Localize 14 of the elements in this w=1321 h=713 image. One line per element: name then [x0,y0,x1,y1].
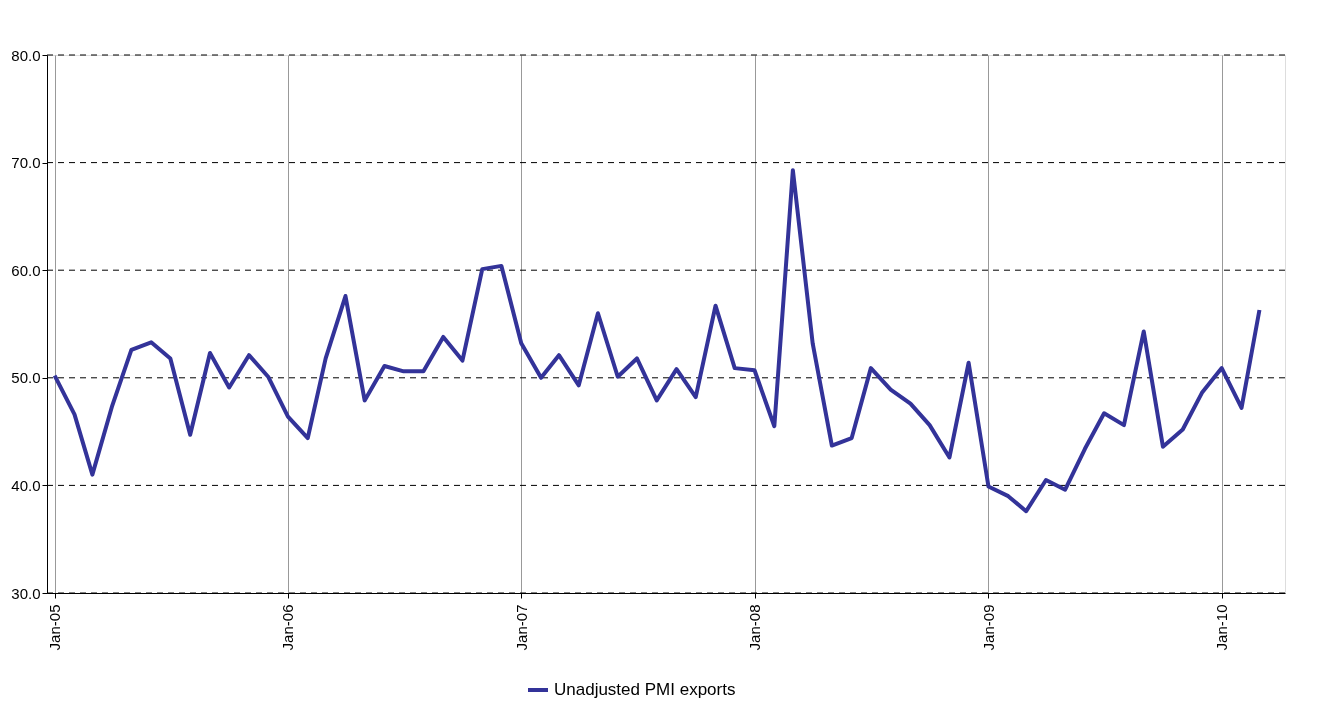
y-tick-label: 50.0 [11,369,41,387]
y-tick-label: 30.0 [11,584,41,602]
y-tick-label: 70.0 [11,154,41,172]
line-series [52,168,1262,514]
y-tick-label: 40.0 [11,476,41,494]
x-tick-label: Jan-09 [979,604,997,651]
y-tick-label: 60.0 [11,261,41,279]
x-tick-label: Jan-06 [279,604,297,651]
x-tick-label: Jan-07 [512,604,530,651]
x-tick-label: Jan-05 [46,604,64,651]
x-tick-label: Jan-08 [746,604,764,651]
y-tick-label: 80.0 [11,46,41,64]
x-tick-label: Jan-10 [1213,604,1231,651]
legend-label: Unadjusted PMI exports [554,680,736,699]
